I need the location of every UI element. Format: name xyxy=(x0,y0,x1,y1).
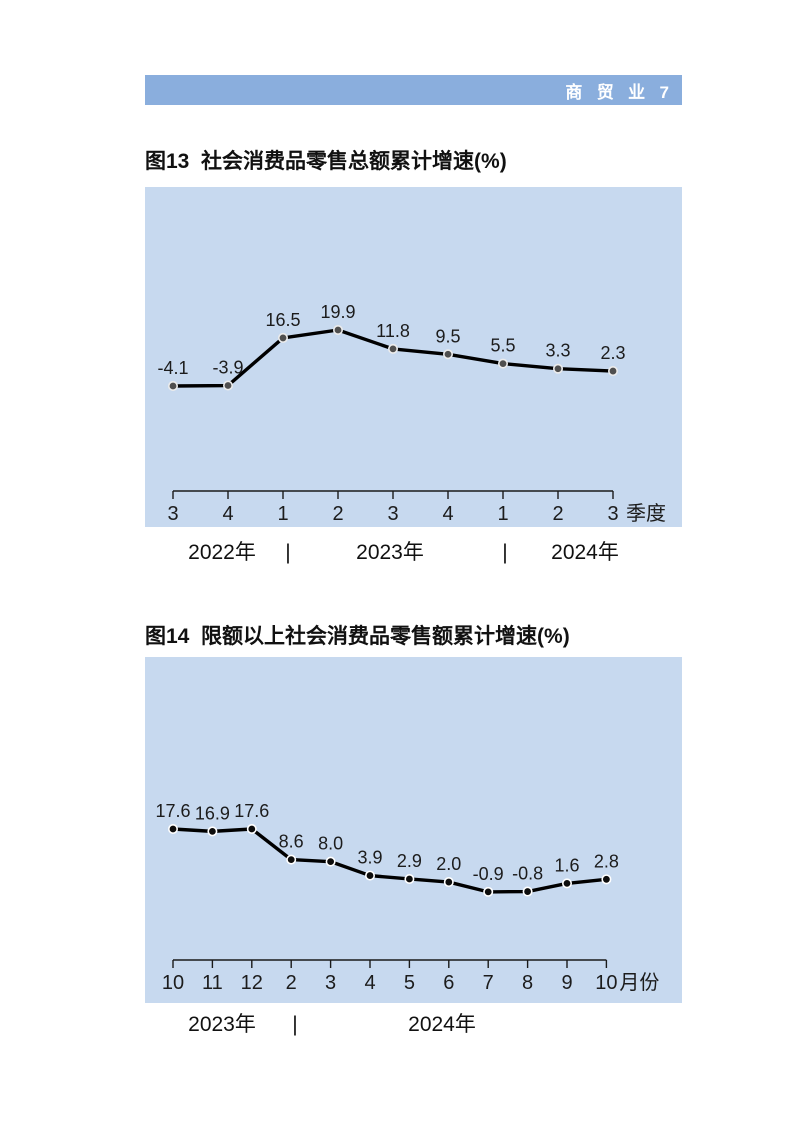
data-point-marker xyxy=(286,854,297,865)
data-point-marker xyxy=(278,332,289,343)
x-axis-tick-label: 9 xyxy=(561,972,572,994)
figure14-year-axis: 2023年 | 2024年 xyxy=(0,1012,794,1040)
data-point-value-label: -3.9 xyxy=(212,358,243,378)
data-point-marker xyxy=(325,856,336,867)
data-point-marker xyxy=(607,366,618,377)
data-point-marker xyxy=(561,878,572,889)
x-axis-tick-label: 6 xyxy=(443,972,454,994)
data-point-value-label: -4.1 xyxy=(157,358,188,378)
data-point-value-label: 1.6 xyxy=(554,855,579,875)
data-point-marker xyxy=(442,349,453,360)
x-axis-unit-label: 月份 xyxy=(619,971,659,994)
year-separator: | xyxy=(292,1013,298,1036)
x-axis-tick-label: 12 xyxy=(241,972,263,994)
header-section-label: 商 贸 业 7 xyxy=(565,82,670,102)
x-axis-tick-label: 2 xyxy=(552,503,563,525)
x-axis-tick-label: 2 xyxy=(286,972,297,994)
data-point-value-label: 8.6 xyxy=(279,832,304,852)
year-label: 2022年 xyxy=(188,541,256,564)
data-point-value-label: 17.6 xyxy=(234,801,269,821)
data-point-marker xyxy=(223,380,234,391)
data-point-value-label: 8.0 xyxy=(318,834,343,854)
x-axis-tick-label: 4 xyxy=(442,503,453,525)
line-chart-svg: 3 4 1 2 3 4 1 2 3 季度 -4.1 -3.9 16.5 19.9 11.8 9.5 5.5 3.3… xyxy=(157,302,666,525)
data-point-value-label: 9.5 xyxy=(435,326,460,346)
x-axis-tick-label: 2 xyxy=(332,503,343,525)
data-point-value-label: -0.8 xyxy=(512,864,543,884)
data-point-marker xyxy=(333,325,344,336)
data-point-marker xyxy=(404,873,415,884)
x-axis-tick-label: 3 xyxy=(325,972,336,994)
year-label: 2024年 xyxy=(408,1013,476,1036)
year-separator: | xyxy=(285,541,291,564)
year-label: 2023年 xyxy=(188,1013,256,1036)
data-point-value-label: 2.0 xyxy=(436,854,461,874)
data-point-value-label: 3.3 xyxy=(545,341,570,361)
data-point-value-label: 2.8 xyxy=(594,851,619,871)
data-point-marker xyxy=(522,886,533,897)
x-axis-tick-label: 3 xyxy=(167,503,178,525)
data-point-value-label: 11.8 xyxy=(376,321,410,341)
x-axis-tick-label: 4 xyxy=(222,503,233,525)
x-axis-tick-label: 5 xyxy=(404,972,415,994)
data-point-marker xyxy=(497,358,508,369)
page-header-bar: 商 贸 业 7 xyxy=(145,75,682,105)
data-point-marker xyxy=(246,824,257,835)
data-point-marker xyxy=(167,824,178,835)
data-point-marker xyxy=(388,343,399,354)
year-label: 2023年 xyxy=(356,541,424,564)
data-point-value-label: 19.9 xyxy=(320,302,355,322)
data-point-value-label: 16.5 xyxy=(265,310,300,330)
x-axis-unit-label: 季度 xyxy=(626,502,666,525)
x-axis-tick-label: 7 xyxy=(483,972,494,994)
data-point-marker xyxy=(167,380,178,391)
x-axis-tick-label: 1 xyxy=(497,503,508,525)
x-axis-tick-label: 10 xyxy=(595,972,617,994)
data-point-value-label: 2.3 xyxy=(600,343,625,363)
figure14-title: 图14 限额以上社会消费品零售额累计增速(%) xyxy=(145,625,570,648)
data-point-marker xyxy=(365,870,376,881)
figure13-year-axis: 2022年 | 2023年 | 2024年 xyxy=(0,540,794,568)
data-point-marker xyxy=(552,363,563,374)
x-axis-tick-label: 1 xyxy=(277,503,288,525)
data-point-marker xyxy=(207,826,218,837)
x-axis-tick-label: 3 xyxy=(387,503,398,525)
data-point-value-label: -0.9 xyxy=(473,864,504,884)
chart-line xyxy=(171,827,609,894)
data-point-value-label: 16.9 xyxy=(195,803,230,823)
data-point-marker xyxy=(443,877,454,888)
figure14-chart-area: 10 11 12 2 3 4 5 6 7 8 9 10 月份 17.6 16.9 17.6 8.6 8.0 3.9 2… xyxy=(145,657,682,1003)
data-point-value-label: 17.6 xyxy=(155,801,190,821)
data-point-marker xyxy=(483,886,494,897)
x-axis-tick-label: 4 xyxy=(364,972,375,994)
data-point-value-label: 3.9 xyxy=(357,848,382,868)
year-separator: | xyxy=(502,541,508,564)
x-axis-tick-label: 10 xyxy=(162,972,184,994)
x-axis-tick-label: 3 xyxy=(607,503,618,525)
figure13-title: 图13 社会消费品零售总额累计增速(%) xyxy=(145,150,507,173)
year-label: 2024年 xyxy=(551,541,619,564)
x-axis-tick-label: 8 xyxy=(522,972,533,994)
data-point-value-label: 2.9 xyxy=(397,851,422,871)
x-axis-tick-label: 11 xyxy=(202,972,223,994)
data-point-marker xyxy=(601,874,612,885)
figure13-chart-area: 3 4 1 2 3 4 1 2 3 季度 -4.1 -3.9 16.5 19.9 11.8 9.5 5.5 3.3… xyxy=(145,187,682,527)
data-point-value-label: 5.5 xyxy=(490,336,515,356)
